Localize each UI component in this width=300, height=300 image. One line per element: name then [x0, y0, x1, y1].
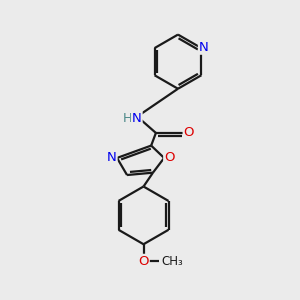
Text: N: N — [199, 41, 209, 54]
Text: H: H — [123, 112, 132, 125]
Text: N: N — [132, 112, 142, 125]
Text: N: N — [107, 151, 117, 164]
Text: CH₃: CH₃ — [162, 255, 184, 268]
Text: O: O — [184, 126, 194, 140]
Text: O: O — [164, 151, 175, 164]
Text: O: O — [138, 255, 149, 268]
